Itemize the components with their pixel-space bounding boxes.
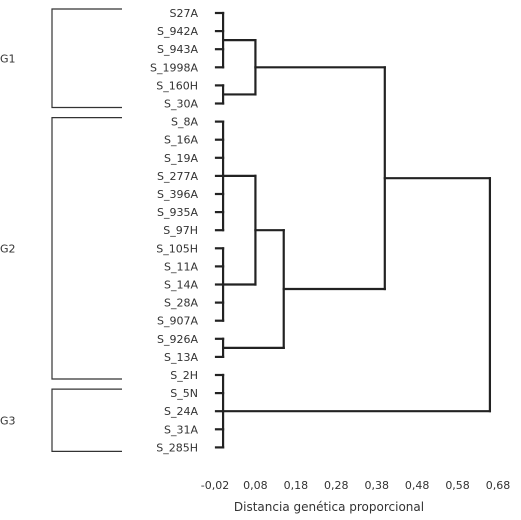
x-tick-label: 0,38: [364, 479, 389, 492]
leaf-label: S_16A: [164, 134, 198, 147]
leaf-label: S_28A: [164, 297, 198, 310]
group-bracket: [51, 8, 122, 109]
leaf-label: S_907A: [157, 315, 198, 328]
leaf-label: S_30A: [164, 98, 198, 111]
leaf-label: S_2H: [170, 369, 198, 382]
group-label: G1: [0, 52, 16, 65]
leaf-label: S_396A: [157, 188, 198, 201]
leaf-label: S_8A: [171, 116, 198, 129]
leaf-label: S_1998A: [150, 61, 198, 74]
leaf-label: S_277A: [157, 170, 198, 183]
x-axis-title: Distancia genética proporcional: [234, 500, 424, 514]
leaf-label: S_5N: [170, 387, 198, 400]
leaf-label: S_31A: [164, 423, 198, 436]
leaf-label: S_97H: [163, 224, 198, 237]
x-tick-label: -0,02: [201, 479, 229, 492]
x-tick-label: 0,68: [486, 479, 511, 492]
leaf-label: S_24A: [164, 405, 198, 418]
leaf-label: S_942A: [157, 25, 198, 38]
group-label: G2: [0, 242, 16, 255]
leaf-label: S_11A: [164, 260, 198, 273]
group-label: G3: [0, 414, 16, 427]
group-bracket: [51, 117, 122, 380]
x-tick-label: 0,18: [284, 479, 309, 492]
x-tick-label: 0,28: [324, 479, 349, 492]
leaf-label: S_285H: [156, 441, 198, 454]
leaf-label: S_935A: [157, 206, 198, 219]
leaf-label: S_160H: [156, 79, 198, 92]
tree-branches: [214, 11, 492, 449]
x-tick-label: 0,58: [445, 479, 470, 492]
leaf-label: S27A: [169, 7, 198, 20]
axis-ticks: -0,02 0,08 0,18 0,28 0,38 0,48 0,58 0,68: [201, 479, 510, 492]
leaf-label: S_14A: [164, 279, 198, 292]
leaf-label: S_13A: [164, 351, 198, 364]
leaf-label: S_926A: [157, 333, 198, 346]
x-tick-label: 0,08: [243, 479, 268, 492]
leaf-labels: S27A S_942A S_943A S_1998A S_160H S_30A S_8A S_…: [150, 7, 198, 454]
leaf-label: S_943A: [157, 43, 198, 56]
leaf-label: S_19A: [164, 152, 198, 165]
leaf-label: S_105H: [156, 242, 198, 255]
group-bracket: [51, 388, 122, 452]
group-brackets: G1 G2 G3: [0, 8, 122, 452]
x-tick-label: 0,48: [405, 479, 430, 492]
